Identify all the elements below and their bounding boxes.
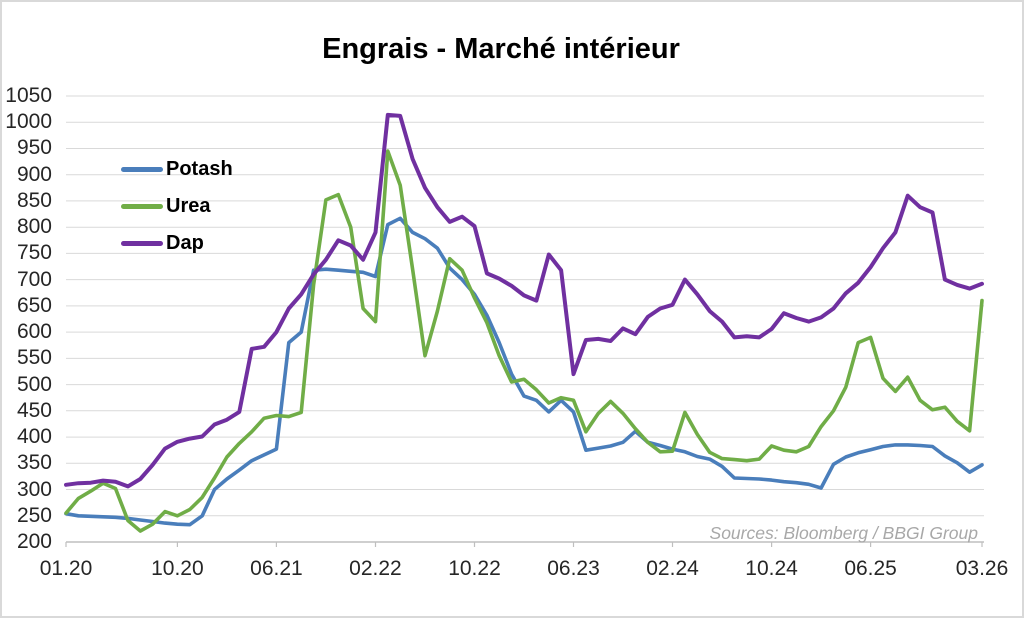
legend-item-urea: Urea xyxy=(121,188,233,225)
y-axis-label-500: 500 xyxy=(16,372,52,396)
x-axis-label-02.22: 02.22 xyxy=(349,557,402,580)
x-axis-label-06.23: 06.23 xyxy=(547,557,600,580)
y-axis-label-750: 750 xyxy=(16,241,52,265)
y-axis-label-800: 800 xyxy=(16,215,52,239)
legend-item-potash: Potash xyxy=(121,151,233,188)
y-axis-label-550: 550 xyxy=(16,346,52,370)
y-axis-label-200: 200 xyxy=(16,530,52,553)
x-axis-label-10.20: 10.20 xyxy=(151,557,204,580)
chart-title: Engrais - Marché intérieur xyxy=(322,33,680,65)
legend-label-dap: Dap xyxy=(166,232,204,254)
y-axis-label-900: 900 xyxy=(16,162,52,186)
potash-line-swatch xyxy=(121,167,163,172)
y-axis-label-700: 700 xyxy=(16,267,52,291)
x-axis-label-01.20: 01.20 xyxy=(39,557,93,580)
urea-line-swatch xyxy=(121,204,163,209)
y-axis-label-300: 300 xyxy=(16,477,52,501)
y-axis-label-650: 650 xyxy=(16,293,52,317)
y-axis-label-1000: 1000 xyxy=(5,110,52,134)
x-axis-label-10.22: 10.22 xyxy=(448,557,501,580)
x-axis-label-06.21: 06.21 xyxy=(250,557,303,580)
dap-line xyxy=(64,112,984,489)
source-note: Sources: Bloomberg / BBGI Group xyxy=(709,523,978,543)
legend: Potash Urea Dap xyxy=(121,151,233,262)
x-axis-label-03.26: 03.26 xyxy=(955,557,1009,580)
dap-line-swatch xyxy=(121,241,163,246)
y-axis-label-350: 350 xyxy=(16,451,52,475)
potash-line xyxy=(64,216,984,527)
x-axis-label-06.25: 06.25 xyxy=(844,557,897,580)
y-axis-label-400: 400 xyxy=(16,425,52,449)
x-axis-label-10.24: 10.24 xyxy=(745,557,798,580)
legend-item-dap: Dap xyxy=(121,225,233,262)
y-axis-label-600: 600 xyxy=(16,320,52,344)
x-axis-label-02.24: 02.24 xyxy=(646,557,699,580)
y-axis-label-250: 250 xyxy=(16,503,52,527)
legend-label-potash: Potash xyxy=(166,158,233,180)
y-axis-label-1050: 1050 xyxy=(5,84,52,107)
y-axis-label-450: 450 xyxy=(16,398,52,422)
urea-line xyxy=(64,149,984,533)
legend-label-urea: Urea xyxy=(166,195,211,217)
y-axis-label-850: 850 xyxy=(16,188,52,212)
y-axis-label-950: 950 xyxy=(16,136,52,160)
